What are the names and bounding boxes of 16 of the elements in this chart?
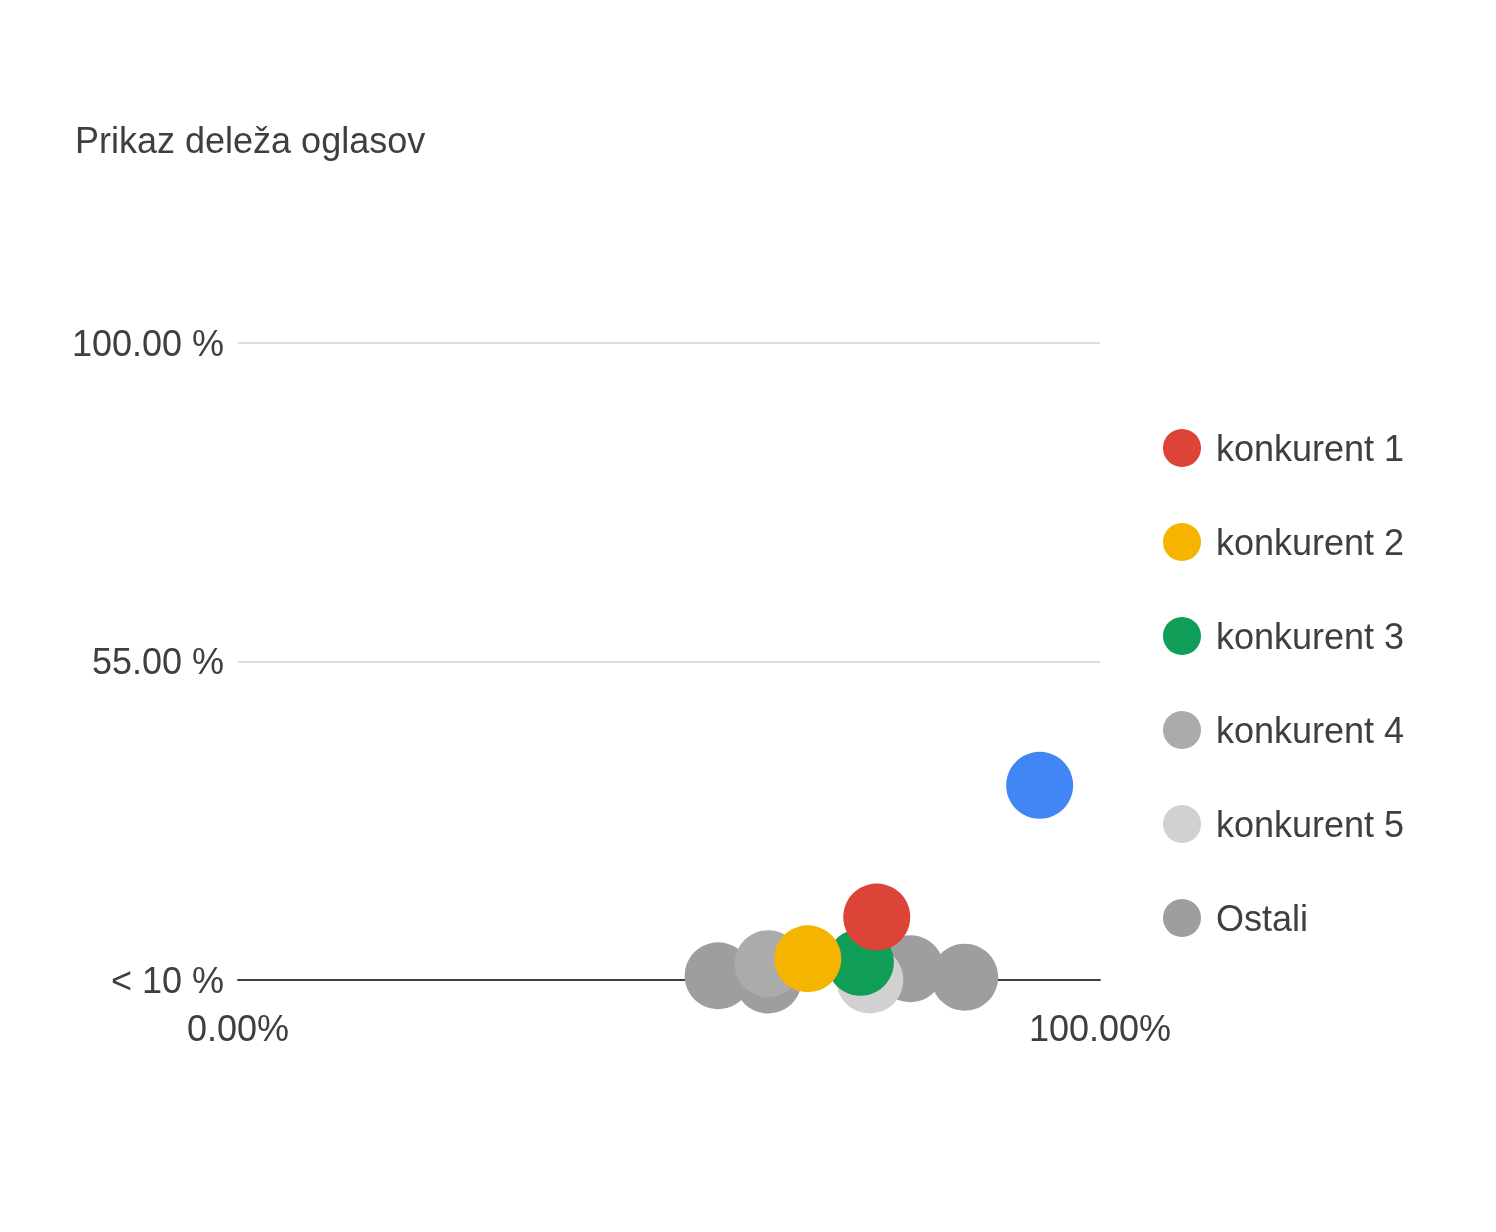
legend-label: konkurent 2 bbox=[1216, 521, 1405, 563]
y-tick-label: 55.00 % bbox=[91, 641, 224, 682]
legend-label: konkurent 1 bbox=[1216, 427, 1405, 469]
point bbox=[931, 943, 999, 1011]
point bbox=[774, 925, 842, 993]
x-tick-label: 100.00% bbox=[1028, 1007, 1172, 1049]
legend-label: konkurent 4 bbox=[1216, 709, 1405, 751]
legend-label: konkurent 5 bbox=[1216, 803, 1405, 845]
y-tick-label: < 10 % bbox=[110, 959, 224, 1001]
y-tick-label: 100.00 % bbox=[71, 322, 224, 364]
x-tick-label: 0.00% bbox=[186, 1007, 290, 1049]
legend-label: konkurent 3 bbox=[1216, 615, 1405, 657]
chart-title: Prikaz deleža oglasov bbox=[75, 119, 426, 161]
point bbox=[843, 883, 911, 951]
legend-label: Ostali bbox=[1216, 897, 1309, 939]
point bbox=[1006, 751, 1074, 819]
